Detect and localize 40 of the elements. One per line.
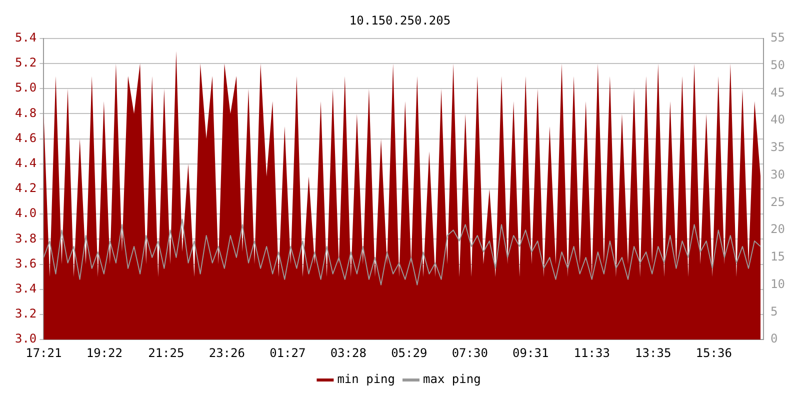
y2-tick-label: 50 bbox=[770, 58, 786, 72]
x-tick-label: 13:35 bbox=[635, 346, 672, 360]
y-tick-label: 5.0 bbox=[14, 80, 37, 95]
y-tick-label: 4.4 bbox=[14, 156, 37, 170]
y-tick-label: 5.2 bbox=[14, 56, 37, 70]
x-tick-label: 19:22 bbox=[86, 346, 122, 360]
x-tick-label: 01:27 bbox=[270, 346, 306, 360]
x-tick-label: 05:29 bbox=[391, 346, 428, 360]
x-tick-label: 03:28 bbox=[330, 346, 366, 360]
x-tick-label: 23:26 bbox=[208, 346, 245, 360]
y-tick-label: 4.8 bbox=[14, 106, 37, 120]
y2-tick-label: 15 bbox=[770, 250, 786, 264]
y2-tick-label: 0 bbox=[770, 332, 778, 346]
y-tick-label: 3.8 bbox=[14, 231, 37, 246]
y-tick-label: 4.2 bbox=[14, 181, 37, 196]
y-tick-label: 4.0 bbox=[14, 206, 37, 220]
x-tick-label: 11:33 bbox=[574, 346, 610, 360]
x-tick-label: 17:21 bbox=[26, 346, 62, 360]
y-tick-label: 3.6 bbox=[14, 256, 37, 270]
y2-tick-label: 5 bbox=[770, 304, 778, 318]
x-tick-label: 15:36 bbox=[696, 346, 732, 360]
y-tick-label: 3.0 bbox=[14, 332, 37, 346]
y2-tick-label: 40 bbox=[770, 112, 786, 127]
x-tick-label: 09:31 bbox=[512, 346, 549, 360]
y2-tick-label: 30 bbox=[770, 167, 786, 182]
x-tick-label: 21:25 bbox=[148, 346, 184, 360]
y-tick-label: 3.2 bbox=[14, 306, 37, 321]
y2-tick-label: 20 bbox=[770, 222, 786, 236]
y-tick-label: 5.4 bbox=[14, 30, 37, 45]
y-tick-label: 4.6 bbox=[14, 130, 37, 145]
y2-tick-label: 35 bbox=[770, 140, 786, 154]
legend-label: max ping bbox=[423, 372, 481, 386]
y2-tick-label: 45 bbox=[770, 85, 786, 100]
chart-title: 10.150.250.205 bbox=[349, 13, 451, 28]
y2-tick-label: 10 bbox=[770, 276, 786, 291]
y-tick-label: 3.4 bbox=[14, 282, 37, 296]
y2-tick-label: 55 bbox=[770, 30, 786, 45]
legend-label: min ping bbox=[337, 372, 395, 386]
y2-tick-label: 25 bbox=[770, 194, 786, 209]
x-tick-label: 07:30 bbox=[452, 346, 488, 360]
